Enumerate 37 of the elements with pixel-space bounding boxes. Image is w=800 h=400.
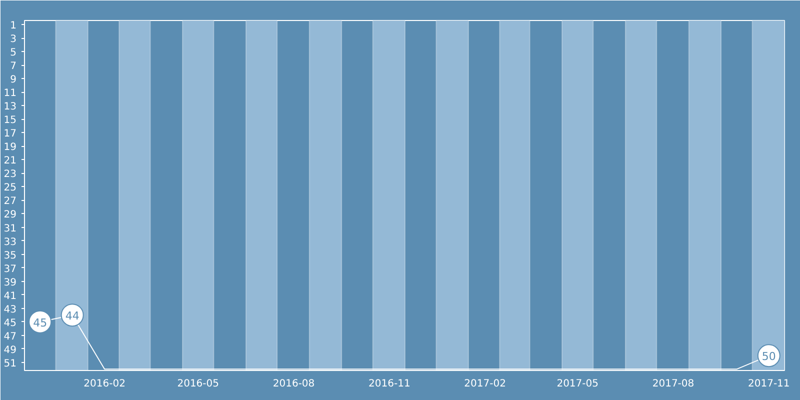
y-tick-label: 27 — [4, 196, 17, 208]
x-tick-label: 2016-11 — [368, 378, 410, 390]
y-tick-label: 31 — [4, 223, 17, 234]
y-tick-label: 21 — [4, 156, 17, 167]
y-tick-label: 9 — [10, 74, 17, 86]
x-tick-label: 2017-11 — [748, 378, 790, 390]
y-tick-label: 37 — [4, 264, 17, 275]
data-label: 50 — [762, 350, 776, 364]
y-tick-label: 33 — [4, 236, 17, 248]
y-tick-label: 11 — [4, 88, 17, 100]
y-tick-label: 15 — [4, 115, 17, 126]
y-tick-label: 19 — [4, 142, 17, 154]
x-tick-label: 2016-02 — [84, 378, 126, 390]
y-tick-label: 45 — [4, 318, 17, 329]
y-tick-label: 23 — [4, 169, 17, 180]
x-tick-label: 2017-02 — [464, 378, 506, 390]
x-tick-label: 2016-08 — [272, 378, 315, 390]
y-tick-label: 47 — [4, 331, 17, 342]
y-tick-label: 7 — [10, 61, 17, 72]
y-tick-label: 43 — [4, 304, 17, 316]
y-tick-label: 51 — [4, 358, 17, 370]
data-label: 44 — [65, 310, 80, 323]
x-tick-label: 2016-05 — [177, 378, 220, 390]
y-tick-label: 5 — [10, 48, 17, 59]
y-tick-label: 39 — [4, 277, 17, 288]
y-tick-label: 49 — [4, 344, 17, 356]
y-tick-label: 3 — [10, 34, 17, 46]
y-tick-label: 35 — [4, 250, 17, 262]
y-tick-label: 17 — [4, 128, 17, 140]
y-tick-label: 13 — [4, 102, 17, 113]
y-tick-label: 41 — [4, 290, 17, 302]
y-tick-label: 29 — [4, 210, 17, 221]
x-tick-label: 2017-05 — [556, 378, 599, 390]
data-label: 45 — [33, 316, 48, 330]
y-tick-label: 25 — [4, 182, 17, 194]
x-tick-label: 2017-08 — [652, 378, 694, 390]
y-tick-label: 1 — [10, 20, 17, 32]
